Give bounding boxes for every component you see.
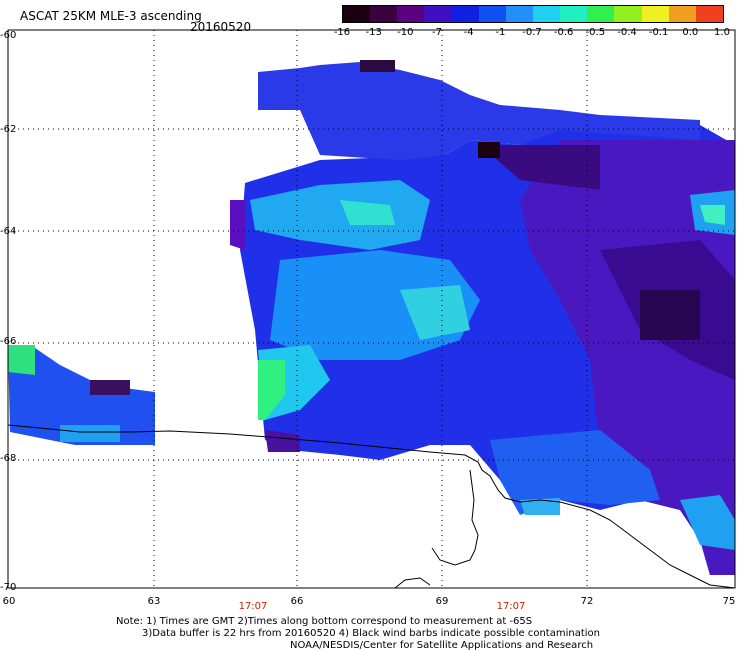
longitude-tick: 60 — [2, 596, 16, 607]
latitude-tick: -66 — [0, 336, 17, 347]
latitude-tick: -70 — [0, 582, 17, 593]
legend-swatch — [451, 6, 479, 22]
longitude-tick: 66 — [290, 596, 304, 607]
legend-swatch — [397, 6, 425, 22]
coastline — [7, 424, 736, 589]
note-line-3: NOAA/NESDIS/Center for Satellite Applica… — [290, 640, 594, 650]
legend-label: 0.0 — [682, 27, 699, 38]
time-label-1: 17:07 — [238, 601, 268, 612]
legend-label: -0.5 — [585, 27, 606, 38]
legend-swatch — [614, 6, 642, 22]
legend-swatch — [505, 6, 533, 22]
legend-label: -1 — [495, 27, 506, 38]
legend-swatch — [478, 6, 506, 22]
legend-swatch — [587, 6, 615, 22]
latitude-tick: -62 — [0, 124, 17, 135]
legend-label: -10 — [397, 27, 414, 38]
latitude-tick: -64 — [0, 226, 17, 237]
latitude-tick: -68 — [0, 453, 17, 464]
legend-label: -0.6 — [553, 27, 574, 38]
legend-swatch — [641, 6, 669, 22]
wind-swath — [8, 60, 735, 575]
note-line-1: Note: 1) Times are GMT 2)Times along bot… — [116, 616, 533, 627]
legend-label: -13 — [365, 27, 382, 38]
map-frame — [7, 29, 736, 589]
longitude-tick: 69 — [435, 596, 449, 607]
legend-label: -16 — [333, 27, 351, 38]
color-legend-bar — [342, 5, 724, 23]
legend-swatch — [370, 6, 398, 22]
map-date: 20160520 — [190, 20, 252, 34]
longitude-tick: 63 — [147, 596, 161, 607]
time-label-2: 17:07 — [496, 601, 526, 612]
legend-label: -0.1 — [648, 27, 669, 38]
legend-label: -7 — [432, 27, 442, 38]
legend-label: -0.4 — [617, 27, 637, 38]
legend-swatch — [532, 6, 561, 22]
legend-label: 1.0 — [714, 27, 730, 38]
legend-swatch — [343, 6, 371, 22]
note-line-2: 3)Data buffer is 22 hrs from 20160520 4)… — [142, 628, 600, 639]
legend-swatch — [695, 6, 723, 22]
legend-swatch — [560, 6, 588, 22]
longitude-tick: 75 — [722, 596, 736, 607]
legend-swatch — [668, 6, 696, 22]
longitude-tick: 72 — [580, 596, 594, 607]
latitude-tick: -60 — [0, 30, 17, 41]
legend-label: -0.7 — [522, 27, 542, 38]
legend-label: -4 — [463, 27, 474, 38]
map-title: ASCAT 25KM MLE-3 ascending — [20, 9, 202, 23]
legend-swatch — [424, 6, 452, 22]
grid-lines — [8, 30, 735, 590]
